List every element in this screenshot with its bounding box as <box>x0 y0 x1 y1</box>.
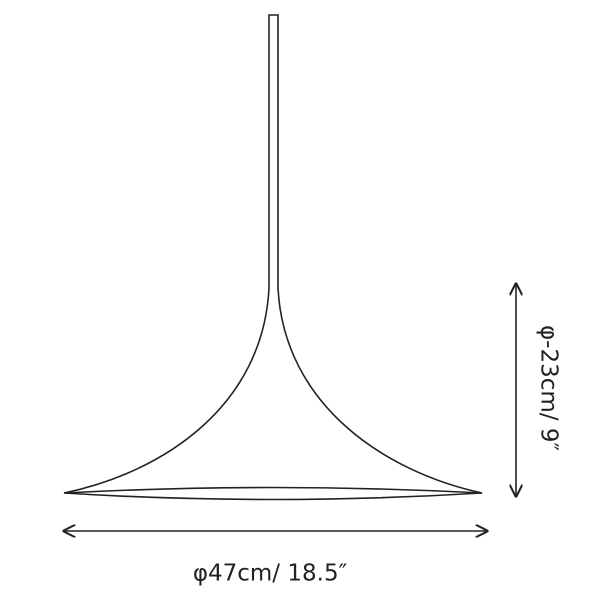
lamp <box>63 14 483 501</box>
cord <box>268 14 279 288</box>
width-label: φ47cm/ 18.5″ <box>193 561 348 587</box>
shade <box>63 287 483 501</box>
height-label: φ-23cm/ 9″ <box>536 325 562 451</box>
shade-rim <box>63 486 483 494</box>
